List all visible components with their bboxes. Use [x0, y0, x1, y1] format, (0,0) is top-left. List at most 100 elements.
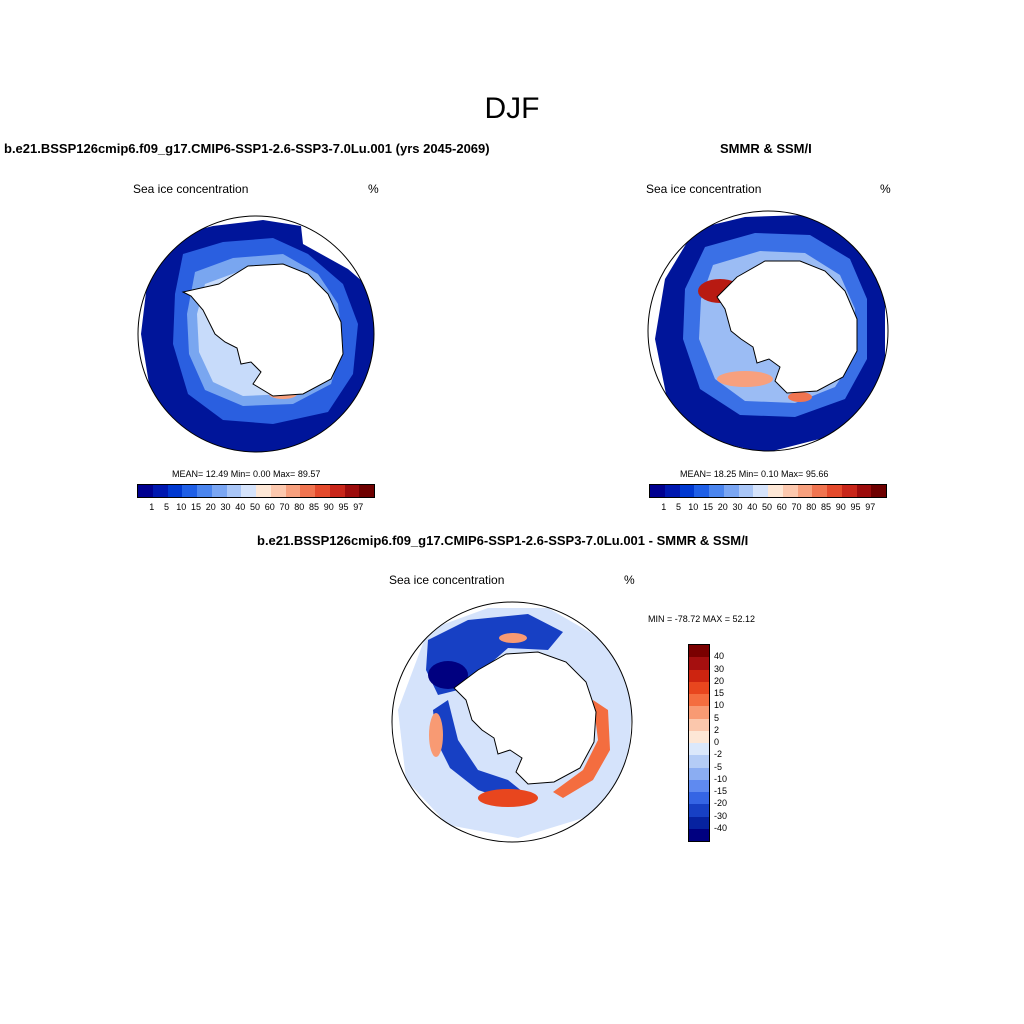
panel2-colorbar-tick-label: 1: [661, 502, 667, 512]
panel3-colorbar-tick-label: 5: [714, 712, 720, 723]
panel1-colorbar-swatch: [197, 485, 212, 497]
panel2-stats: MEAN= 18.25 Min= 0.10 Max= 95.66: [680, 469, 829, 479]
panel3-colorbar-swatch: [689, 645, 709, 658]
panel1-colorbar-tick-label: 80: [294, 502, 305, 512]
panel3-colorbar-tick-label: 30: [714, 663, 725, 674]
panel3-colorbar: [688, 644, 710, 842]
panel1-colorbar-tick-label: 97: [353, 502, 364, 512]
panel3-colorbar-swatch: [689, 779, 709, 792]
panel3-difference-map: [391, 601, 633, 843]
panel2-colorbar-tick-label: 85: [820, 502, 832, 512]
panel2-colorbar-swatch: [797, 485, 813, 497]
panel2-colorbar-swatch: [753, 485, 768, 497]
panel3-colorbar-tick-label: 40: [714, 651, 725, 662]
panel2-colorbar-swatch: [841, 485, 857, 497]
panel3-colorbar-tick-label: 10: [714, 700, 725, 711]
panel1-colorbar-swatch: [211, 485, 227, 497]
panel2-colorbar-swatch: [856, 485, 872, 497]
panel3-antarctica-land: [453, 651, 597, 785]
panel1-colorbar-tick-label: 5: [163, 502, 170, 512]
panel3-variable-label: Sea ice concentration: [389, 573, 505, 587]
panel3-colorbar-swatch: [689, 767, 709, 780]
panel1-title: b.e21.BSSP126cmip6.f09_g17.CMIP6-SSP1-2.…: [4, 141, 490, 156]
panel1-colorbar-tick-label: 85: [308, 502, 320, 512]
panel3-colorbar-tick-label: -40: [714, 822, 728, 833]
panel1-colorbar-swatch: [182, 485, 197, 497]
panel3-colorbar-swatch: [689, 681, 709, 694]
panel1-colorbar-swatch: [359, 485, 374, 497]
panel3-colorbar-swatch: [689, 718, 709, 731]
panel2-colorbar-tick-label: 40: [747, 502, 758, 512]
panel3-colorbar-tick-label: 2: [714, 724, 720, 735]
panel2-polar-map: [647, 210, 889, 452]
panel3-colorbar-tick-label: -30: [714, 810, 728, 821]
panel2-colorbar-swatch: [664, 485, 680, 497]
panel2-colorbar: [649, 484, 887, 498]
panel1-colorbar-tick-label: 15: [190, 502, 202, 512]
panel1-colorbar-tick-label: 90: [323, 502, 334, 512]
panel1-colorbar-tick-label: 20: [205, 502, 216, 512]
panel2-colorbar-tick-label: 80: [806, 502, 817, 512]
panel1-stats: MEAN= 12.49 Min= 0.00 Max= 89.57: [172, 469, 321, 479]
panel3-positive-anomaly-south: [478, 789, 538, 807]
panel3-colorbar-swatch: [689, 792, 709, 805]
panel1-colorbar-swatch: [138, 485, 153, 497]
panel1-colorbar-tick-label: 10: [176, 502, 187, 512]
panel1-colorbar-swatch: [241, 485, 256, 497]
panel1-colorbar-swatch: [167, 485, 183, 497]
panel2-colorbar-swatch: [694, 485, 709, 497]
panel2-colorbar-tick-label: 30: [732, 502, 743, 512]
panel2-colorbar-tick-label: 95: [850, 502, 861, 512]
panel2-colorbar-swatch: [679, 485, 695, 497]
panel3-colorbar-swatch: [689, 816, 709, 829]
panel1-colorbar-swatch: [285, 485, 301, 497]
panel1-colorbar-labels: 1 5 10 15 20 30 40 50 60 70 80 85 90 95 97: [137, 502, 373, 514]
panel3-colorbar-tick-label: -15: [714, 786, 728, 796]
panel2-colorbar-swatch: [871, 485, 886, 497]
panel2-colorbar-swatch: [782, 485, 798, 497]
panel1-colorbar-tick-label: 30: [220, 502, 231, 512]
panel2-colorbar-labels: 1 5 10 15 20 30 40 50 60 70 80 85 90 95 97: [649, 502, 885, 514]
panel2-colorbar-tick-label: 15: [702, 502, 714, 512]
panel3-colorbar-tick-label: -2: [714, 749, 723, 760]
panel2-colorbar-swatch: [650, 485, 665, 497]
panel2-colorbar-tick-label: 70: [791, 502, 802, 512]
panel3-colorbar-tick-label: 0: [714, 737, 720, 747]
panel3-colorbar-swatch: [689, 804, 709, 817]
panel3-colorbar-swatch: [689, 730, 709, 743]
panel1-antarctica-land: [181, 263, 344, 397]
panel3-colorbar-tick-label: -10: [714, 773, 728, 784]
panel2-variable-label: Sea ice concentration: [646, 182, 762, 196]
panel2-colorbar-tick-label: 60: [776, 502, 787, 512]
panel3-colorbar-swatch: [689, 657, 709, 670]
panel3-colorbar-tick-label: -20: [714, 798, 728, 809]
panel1-polar-map: [137, 215, 375, 453]
panel3-colorbar-swatch: [689, 706, 709, 719]
panel2-colorbar-tick-label: 10: [688, 502, 699, 512]
panel2-colorbar-tick-label: 50: [761, 502, 773, 512]
panel3-positive-band-east: [553, 700, 610, 798]
panel3-colorbar-swatch: [689, 755, 709, 768]
panel2-colorbar-swatch: [768, 485, 783, 497]
panel1-colorbar-tick-label: 1: [149, 502, 155, 512]
panel1-colorbar-swatch: [226, 485, 242, 497]
panel3-title: b.e21.BSSP126cmip6.f09_g17.CMIP6-SSP1-2.…: [257, 533, 749, 548]
panel2-colorbar-tick-label: 90: [835, 502, 846, 512]
panel2-antarctica-land: [716, 260, 858, 394]
panel2-colorbar-swatch: [723, 485, 739, 497]
panel2-units-label: %: [880, 182, 891, 196]
panel1-colorbar: [137, 484, 375, 498]
panel1-units-label: %: [368, 182, 379, 196]
panel2-colorbar-swatch: [709, 485, 724, 497]
panel1-colorbar-swatch: [329, 485, 345, 497]
panel2-title: SMMR & SSM/I: [720, 141, 812, 156]
panel2-colorbar-tick-label: 5: [675, 502, 682, 512]
panel2-colorbar-swatch: [812, 485, 827, 497]
panel3-colorbar-tick-label: 20: [714, 675, 725, 686]
panel1-colorbar-swatch: [344, 485, 360, 497]
panel1-variable-label: Sea ice concentration: [133, 182, 249, 196]
panel1-colorbar-swatch: [315, 485, 330, 497]
panel1-colorbar-tick-label: 95: [338, 502, 349, 512]
panel3-stats: MIN = -78.72 MAX = 52.12: [648, 614, 756, 624]
panel2-colorbar-swatch: [738, 485, 754, 497]
